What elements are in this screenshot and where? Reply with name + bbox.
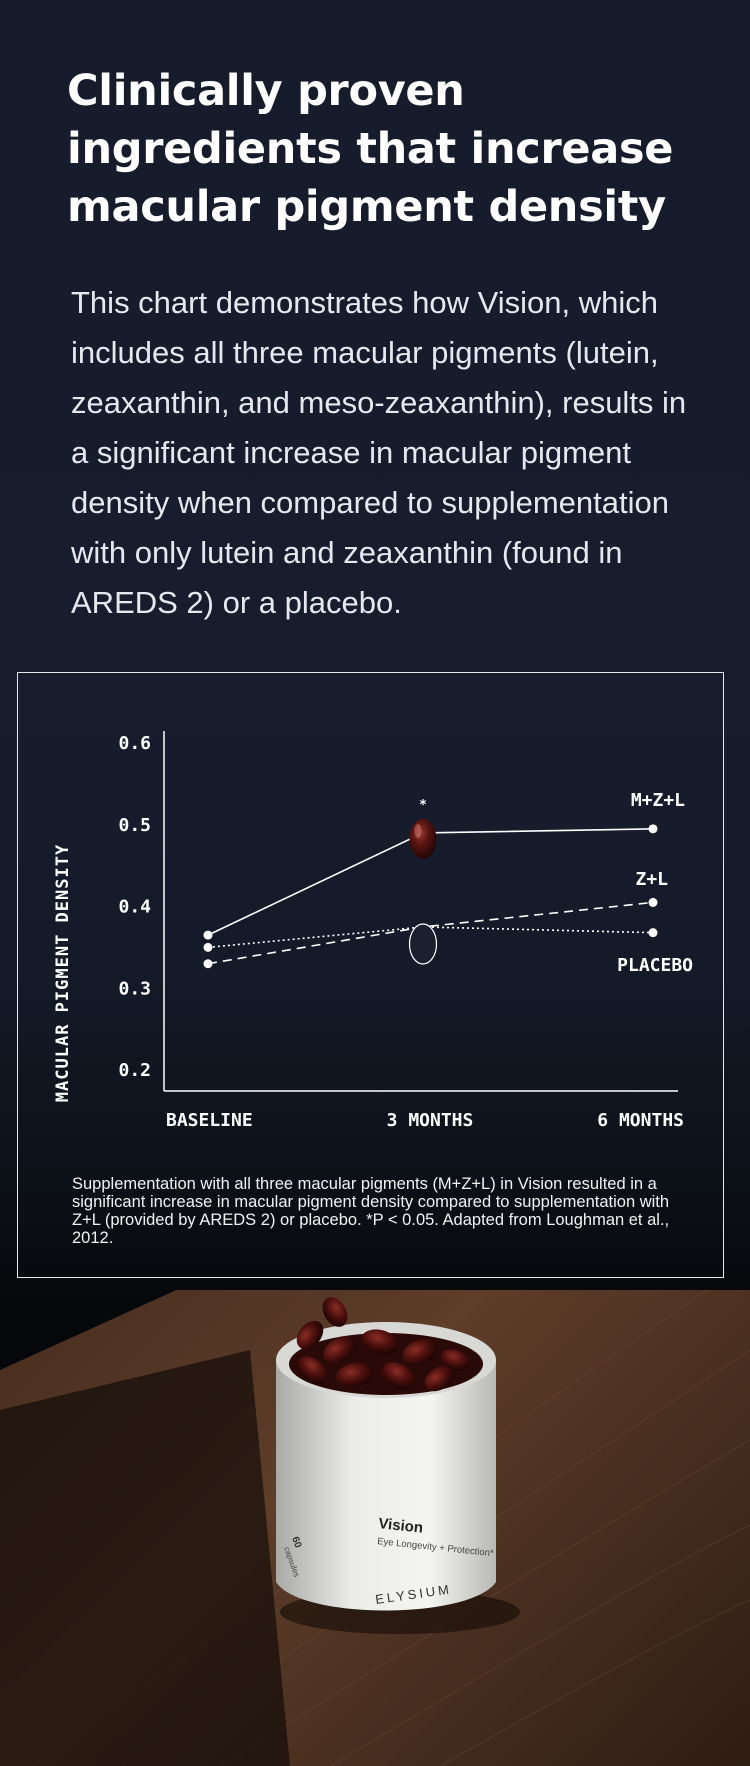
y-tick-label: 0.4 bbox=[118, 897, 151, 918]
data-point bbox=[203, 942, 213, 952]
data-point bbox=[648, 928, 658, 938]
y-axis-label: MACULAR PIGMENT DENSITY bbox=[53, 844, 73, 1102]
series-points bbox=[203, 824, 658, 969]
data-point bbox=[648, 824, 658, 834]
y-tick-label: 0.2 bbox=[118, 1060, 151, 1081]
shadow bbox=[0, 1350, 290, 1766]
jar-body bbox=[276, 1360, 496, 1611]
significance-annotation: * bbox=[419, 798, 427, 813]
chart-footnote: Supplementation with all three macular p… bbox=[72, 1175, 670, 1247]
capsule-marker-z-l bbox=[408, 923, 438, 965]
data-point bbox=[203, 930, 213, 940]
jar-count: 60 bbox=[289, 1535, 303, 1550]
capsule-marker-m-z-l bbox=[409, 819, 437, 859]
x-tick-label: BASELINE bbox=[166, 1110, 253, 1131]
x-tick-label: 6 MONTHS bbox=[597, 1110, 684, 1131]
jar-product-name: Vision bbox=[378, 1515, 424, 1537]
y-tick-label: 0.6 bbox=[118, 733, 151, 754]
series-label: M+Z+L bbox=[631, 790, 685, 811]
y-tick-label: 0.5 bbox=[118, 815, 151, 836]
intro-text: This chart demonstrates how Vision, whic… bbox=[71, 285, 687, 620]
x-tick-label: 3 MONTHS bbox=[387, 1110, 474, 1131]
line-chart: MACULAR PIGMENT DENSITY 0.60.50.40.30.2 … bbox=[53, 731, 693, 1131]
series-label: PLACEBO bbox=[617, 955, 693, 976]
data-point bbox=[203, 959, 213, 969]
headline: Clinically proven ingredients that incre… bbox=[67, 66, 674, 232]
data-point bbox=[648, 897, 658, 907]
x-tick-labels: BASELINE 3 MONTHS 6 MONTHS bbox=[166, 1110, 684, 1131]
capsules bbox=[296, 1297, 470, 1392]
y-tick-label: 0.3 bbox=[118, 978, 151, 999]
product-photo: Vision Eye Longevity + Protection* 60 ca… bbox=[0, 1290, 750, 1766]
capsule-highlight bbox=[414, 824, 422, 838]
series-labels: M+Z+L Z+L PLACEBO bbox=[617, 790, 693, 976]
series-label: Z+L bbox=[635, 869, 668, 890]
y-tick-labels: 0.6 0.5 0.4 0.3 0.2 bbox=[118, 733, 151, 1081]
chart-panel: MACULAR PIGMENT DENSITY 0.6 0.5 0.4 0.3 0.2 … bbox=[17, 672, 724, 1278]
